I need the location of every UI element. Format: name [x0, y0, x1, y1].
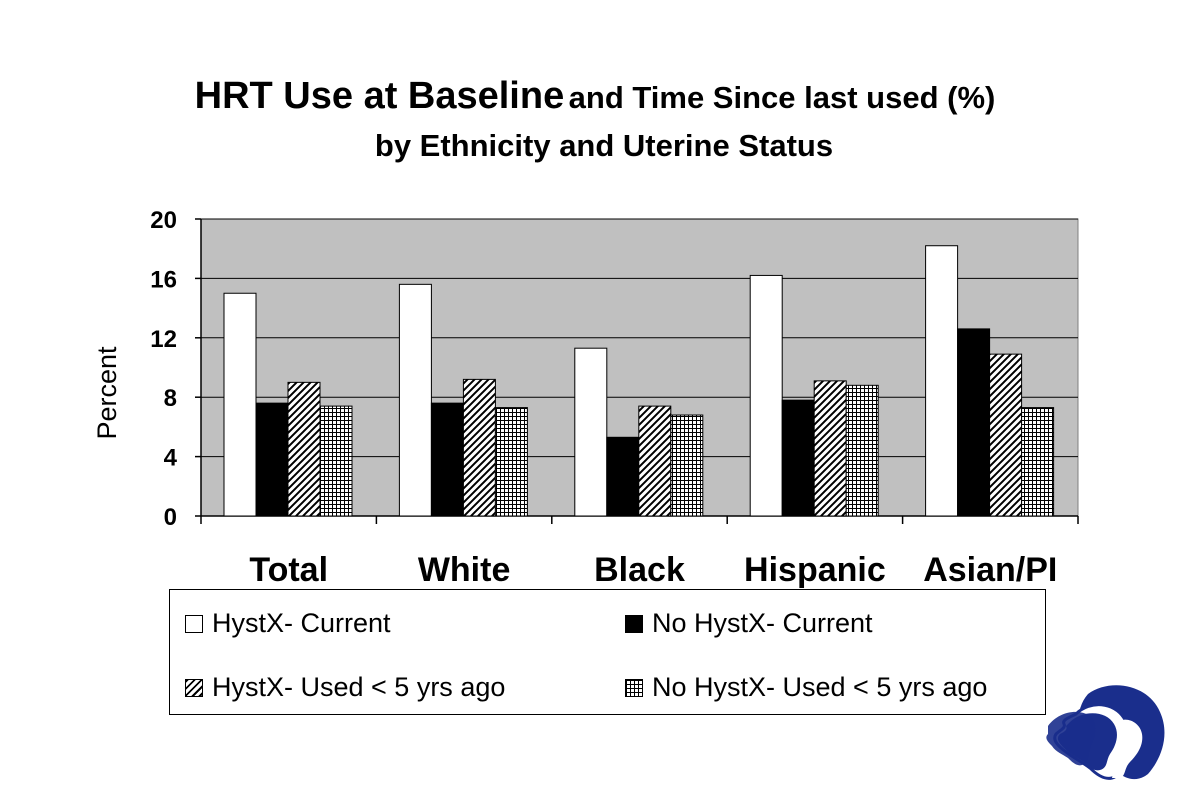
legend-item-hystx-used: HystX- Used < 5 yrs ago — [185, 672, 505, 703]
y-axis: 0 4 8 12 16 20 — [150, 207, 202, 531]
y-axis-label: Percent — [92, 346, 122, 440]
background-caption: Percent using HRT Currently or < 5 yrs a… — [356, 180, 909, 210]
bar-white-total — [223, 292, 257, 517]
y-tick-label: 16 — [150, 266, 177, 293]
x-axis: Total White Black Hispanic Asian/PI — [200, 515, 1079, 589]
chart-title-main: HRT Use at Baseline — [194, 75, 565, 117]
x-category-label: White — [418, 551, 511, 589]
x-category-label: Asian/PI — [923, 551, 1057, 589]
bar-diagonal-white — [462, 378, 496, 517]
bars — [223, 245, 1055, 517]
bar-black-total — [255, 402, 289, 517]
bar-white-white — [398, 283, 432, 517]
logo-icon — [1046, 685, 1165, 780]
bar-black-white — [430, 402, 464, 517]
x-category-label: Black — [594, 551, 685, 589]
y-tick-label: 8 — [164, 385, 177, 412]
y-tick-label: 4 — [164, 445, 178, 472]
bar-diagonal-total — [287, 381, 321, 517]
chart-title: HRT Use at Baseline and Time Since last … — [0, 74, 1190, 126]
chart-title-rest: and Time Since last used (%) — [568, 80, 996, 115]
bar-black-asianpi — [957, 328, 991, 517]
bar-grid-black — [670, 414, 704, 517]
bar-black-hispanic — [781, 399, 815, 517]
bar-white-hispanic — [749, 274, 783, 517]
legend-item-hystx-current: HystX- Current — [185, 608, 391, 639]
bar-white-asianpi — [925, 245, 959, 517]
legend-swatch-grid — [625, 678, 643, 697]
legend-item-no-hystx-used: No HystX- Used < 5 yrs ago — [625, 672, 987, 703]
legend-label: HystX- Current — [212, 608, 391, 638]
y-tick-label: 12 — [150, 326, 177, 353]
x-category-label: Total — [249, 551, 328, 589]
chart-subtitle: by Ethnicity and Uterine Status — [374, 128, 834, 163]
bar-diagonal-black — [638, 405, 672, 517]
bar-grid-white — [494, 407, 528, 517]
y-tick-label: 20 — [150, 207, 177, 234]
legend-label: HystX- Used < 5 yrs ago — [212, 672, 506, 702]
bar-diagonal-asianpi — [989, 353, 1023, 517]
bar-grid-total — [319, 405, 353, 517]
x-category-label: Hispanic — [744, 551, 886, 589]
legend-label: No HystX- Used < 5 yrs ago — [652, 672, 988, 702]
y-tick-label: 0 — [164, 504, 177, 531]
legend-label: No HystX- Current — [652, 608, 873, 638]
legend: HystX- Current No HystX- Current HystX- … — [169, 589, 1046, 715]
bar-grid-asianpi — [1021, 407, 1055, 517]
legend-swatch-diagonal — [185, 678, 203, 697]
legend-swatch-white — [185, 614, 203, 633]
legend-item-no-hystx-current: No HystX- Current — [625, 608, 873, 639]
bar-black-black — [606, 436, 640, 517]
bar-diagonal-hispanic — [813, 380, 847, 517]
legend-swatch-black — [625, 614, 643, 633]
bar-white-black — [574, 347, 608, 517]
bar-grid-hispanic — [845, 384, 879, 517]
